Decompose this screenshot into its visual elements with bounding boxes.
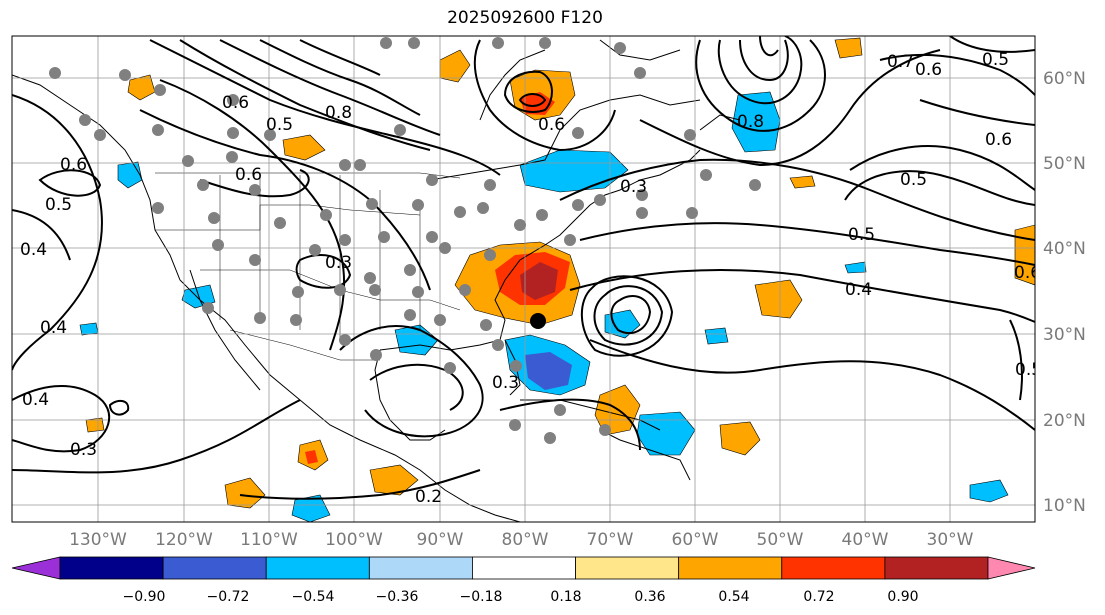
svg-text:20°N: 20°N bbox=[1043, 411, 1086, 431]
svg-text:100°W: 100°W bbox=[325, 530, 383, 550]
svg-text:0.5: 0.5 bbox=[266, 115, 293, 135]
svg-text:40°W: 40°W bbox=[842, 530, 889, 550]
svg-text:0.5: 0.5 bbox=[1015, 360, 1042, 380]
colorbar-segment bbox=[368, 556, 473, 580]
graticule bbox=[12, 36, 1035, 522]
svg-text:40°N: 40°N bbox=[1043, 239, 1086, 259]
contour-labels: 0.6 0.5 0.8 0.6 0.5 0.4 0.3 0.4 0.4 0.3 … bbox=[20, 50, 1042, 507]
colorbar-segment bbox=[265, 556, 370, 580]
svg-text:0.8: 0.8 bbox=[325, 103, 352, 123]
svg-text:0.90: 0.90 bbox=[887, 589, 918, 605]
svg-text:0.36: 0.36 bbox=[634, 589, 665, 605]
colorbar-segment bbox=[575, 556, 680, 580]
svg-text:0.6: 0.6 bbox=[1014, 263, 1041, 283]
svg-text:0.72: 0.72 bbox=[803, 589, 834, 605]
svg-text:0.6: 0.6 bbox=[222, 93, 249, 113]
svg-text:70°W: 70°W bbox=[587, 530, 634, 550]
svg-text:−0.54: −0.54 bbox=[292, 589, 335, 605]
svg-text:0.3: 0.3 bbox=[492, 373, 519, 393]
svg-text:0.4: 0.4 bbox=[40, 318, 67, 338]
svg-text:60°W: 60°W bbox=[672, 530, 719, 550]
svg-text:0.7: 0.7 bbox=[887, 52, 914, 72]
svg-text:50°W: 50°W bbox=[757, 530, 804, 550]
storm-center-marker bbox=[530, 313, 546, 329]
svg-text:110°W: 110°W bbox=[240, 530, 298, 550]
svg-text:60°N: 60°N bbox=[1043, 69, 1086, 89]
svg-text:50°N: 50°N bbox=[1043, 154, 1086, 174]
colorbar-extend-low bbox=[11, 556, 61, 580]
svg-text:0.54: 0.54 bbox=[718, 589, 749, 605]
contour-lines bbox=[12, 36, 1035, 500]
svg-text:0.4: 0.4 bbox=[22, 390, 49, 410]
colorbar bbox=[11, 556, 1036, 580]
svg-text:0.8: 0.8 bbox=[737, 112, 764, 132]
svg-text:0.6: 0.6 bbox=[915, 60, 942, 80]
borders bbox=[155, 172, 461, 361]
svg-text:−0.36: −0.36 bbox=[376, 589, 419, 605]
colorbar-tick-labels: −0.90 −0.72 −0.54 −0.36 −0.18 0.18 0.36 … bbox=[123, 589, 919, 605]
svg-text:0.5: 0.5 bbox=[900, 170, 927, 190]
svg-text:130°W: 130°W bbox=[69, 530, 127, 550]
svg-text:0.3: 0.3 bbox=[325, 253, 352, 273]
svg-text:30°W: 30°W bbox=[927, 530, 974, 550]
svg-text:−0.18: −0.18 bbox=[460, 589, 503, 605]
latitude-labels: 60°N 50°N 40°N 30°N 20°N 10°N bbox=[1043, 69, 1086, 516]
svg-text:0.5: 0.5 bbox=[982, 50, 1009, 70]
svg-text:30°N: 30°N bbox=[1043, 325, 1086, 345]
svg-text:120°W: 120°W bbox=[155, 530, 213, 550]
colorbar-segment bbox=[884, 556, 989, 580]
colorbar-segment bbox=[162, 556, 267, 580]
svg-text:0.3: 0.3 bbox=[70, 440, 97, 460]
map-title: 2025092600 F120 bbox=[447, 8, 603, 28]
svg-text:10°N: 10°N bbox=[1043, 496, 1086, 516]
longitude-labels: 130°W 120°W 110°W 100°W 90°W 80°W 70°W 6… bbox=[69, 530, 974, 550]
station-dots bbox=[49, 37, 761, 444]
svg-text:0.3: 0.3 bbox=[620, 177, 647, 197]
svg-text:0.4: 0.4 bbox=[20, 240, 47, 260]
colorbar-segment bbox=[781, 556, 886, 580]
map-frame bbox=[11, 35, 1036, 523]
svg-text:0.6: 0.6 bbox=[235, 165, 262, 185]
svg-text:0.4: 0.4 bbox=[845, 280, 872, 300]
svg-text:0.6: 0.6 bbox=[538, 115, 565, 135]
svg-text:0.6: 0.6 bbox=[985, 130, 1012, 150]
svg-text:0.5: 0.5 bbox=[45, 195, 72, 215]
svg-text:−0.90: −0.90 bbox=[123, 589, 166, 605]
colorbar-segment bbox=[59, 556, 164, 580]
colorbar-extend-high bbox=[987, 556, 1036, 580]
svg-text:0.18: 0.18 bbox=[550, 589, 581, 605]
svg-text:0.5: 0.5 bbox=[848, 225, 875, 245]
svg-text:90°W: 90°W bbox=[417, 530, 464, 550]
svg-text:80°W: 80°W bbox=[502, 530, 549, 550]
svg-text:0.6: 0.6 bbox=[60, 155, 87, 175]
svg-text:0.2: 0.2 bbox=[415, 487, 442, 507]
svg-text:−0.72: −0.72 bbox=[207, 589, 250, 605]
colorbar-segment bbox=[678, 556, 783, 580]
colorbar-segment bbox=[472, 556, 576, 580]
